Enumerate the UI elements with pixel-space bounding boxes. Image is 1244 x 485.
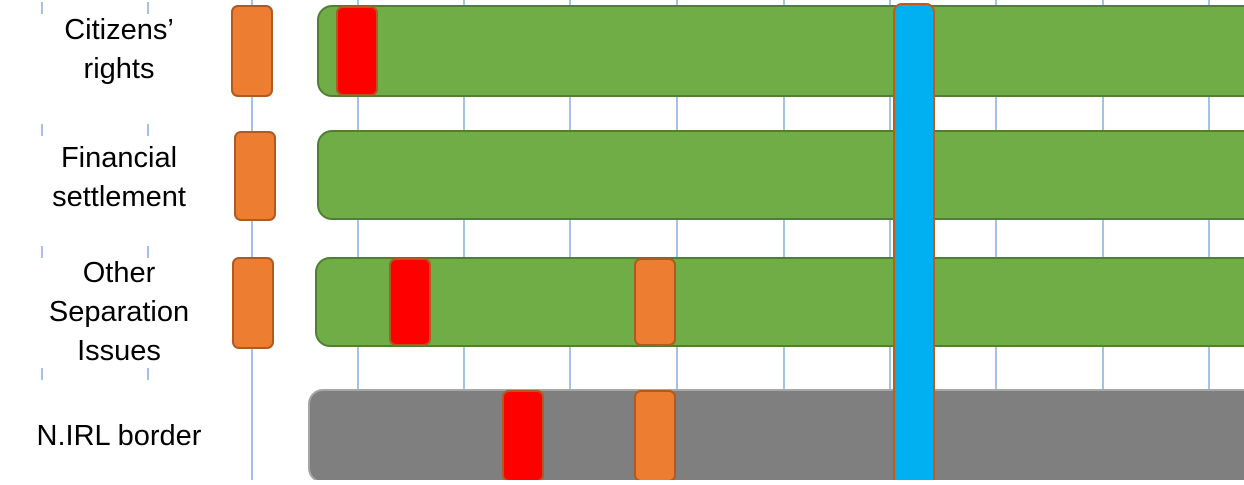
event-marker-other-separation-issues-2 bbox=[634, 258, 676, 346]
row-markers bbox=[231, 5, 676, 482]
row-label-other-separation-issues: Other Separation Issues bbox=[48, 256, 190, 367]
status-marker-financial-settlement bbox=[234, 131, 276, 221]
row-bar-citizens-rights bbox=[317, 5, 1244, 97]
row-bar-nirl-border bbox=[308, 389, 1244, 483]
status-marker-other-separation-issues bbox=[232, 257, 274, 349]
event-marker-nirl-border-2 bbox=[634, 390, 676, 482]
row-label-nirl-border: N.IRL border bbox=[36, 419, 202, 452]
row-bar-financial-settlement bbox=[317, 130, 1244, 220]
row-bar-other-separation-issues bbox=[315, 257, 1244, 347]
row-label-citizens-rights: Citizens’ rights bbox=[64, 14, 174, 85]
current-date-bar bbox=[893, 3, 935, 485]
row-bars bbox=[308, 5, 1244, 483]
event-marker-citizens-rights-1 bbox=[336, 6, 378, 96]
event-marker-other-separation-issues-1 bbox=[389, 258, 431, 346]
status-marker-citizens-rights bbox=[231, 5, 273, 97]
row-label-financial-settlement: Financial settlement bbox=[52, 142, 186, 213]
current-date-highlight bbox=[893, 3, 935, 485]
event-marker-nirl-border-1 bbox=[502, 390, 544, 482]
